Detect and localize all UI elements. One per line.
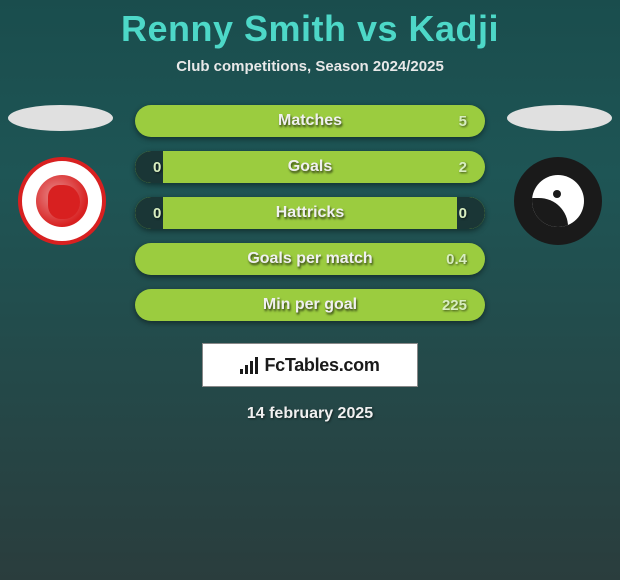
player-left-avatar-placeholder: [8, 105, 113, 131]
club-crest-icon: [532, 175, 584, 227]
brand-watermark: FcTables.com: [202, 343, 418, 387]
page-title: Renny Smith vs Kadji: [0, 0, 620, 50]
stat-label: Goals: [135, 158, 485, 176]
club-logo-left: [18, 157, 106, 245]
stat-label: Hattricks: [135, 204, 485, 222]
stat-value-right: 0: [437, 205, 467, 222]
player-right-avatar-placeholder: [507, 105, 612, 131]
stat-row: 0Hattricks0: [135, 197, 485, 229]
stat-value-right: 225: [437, 297, 467, 314]
stat-value-right: 2: [437, 159, 467, 176]
stat-row: Matches5: [135, 105, 485, 137]
stat-row: Min per goal225: [135, 289, 485, 321]
brand-text: FcTables.com: [264, 355, 379, 376]
stat-row: 0Goals2: [135, 151, 485, 183]
stat-label: Matches: [135, 112, 485, 130]
bars-icon: [240, 356, 258, 374]
stat-row: Goals per match0.4: [135, 243, 485, 275]
stat-value-right: 5: [437, 113, 467, 130]
page-subtitle: Club competitions, Season 2024/2025: [0, 58, 620, 75]
club-crest-icon: [36, 175, 88, 227]
brand-prefix: Fc: [264, 355, 284, 375]
stat-label: Goals per match: [135, 250, 485, 268]
generated-date: 14 february 2025: [0, 405, 620, 423]
stat-value-right: 0.4: [437, 251, 467, 268]
club-logo-right: [514, 157, 602, 245]
comparison-panel: Matches50Goals20Hattricks0Goals per matc…: [0, 105, 620, 423]
brand-suffix: Tables.com: [285, 355, 380, 375]
stats-list: Matches50Goals20Hattricks0Goals per matc…: [135, 105, 485, 321]
stat-label: Min per goal: [135, 296, 485, 314]
